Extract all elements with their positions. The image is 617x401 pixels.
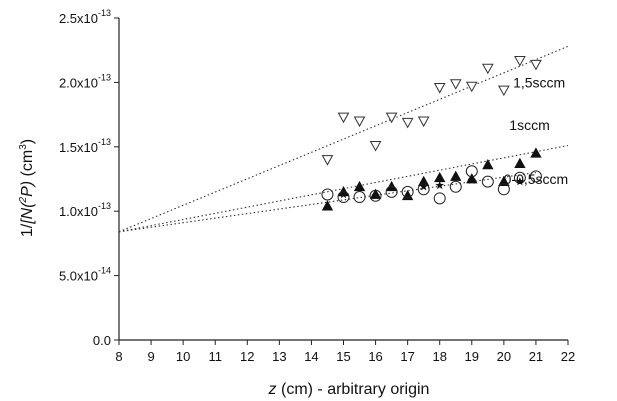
fit-lines (118, 45, 569, 233)
x-tick-label: 20 (497, 349, 511, 364)
data-point (497, 183, 510, 196)
data-point-star (467, 175, 477, 184)
data-point (401, 185, 414, 198)
x-tick-label: 21 (529, 349, 543, 364)
x-tick-label: 11 (208, 349, 222, 364)
y-tick-label: 2.5x10-13 (59, 8, 111, 26)
data-point (321, 155, 334, 166)
x-tick-label: 13 (272, 349, 286, 364)
x-tick-label: 16 (368, 349, 382, 364)
x-tick-label: 18 (432, 349, 446, 364)
data-point (514, 56, 526, 67)
data-point (434, 171, 446, 183)
data-point (353, 191, 366, 204)
data-point (529, 170, 542, 183)
data-point (530, 147, 542, 158)
plot-frame (118, 18, 568, 341)
data-point (498, 85, 510, 97)
data-point-star (435, 180, 444, 190)
data-point (482, 159, 494, 170)
x-tick-label: 10 (176, 349, 190, 364)
x-tick-label: 17 (400, 349, 414, 364)
data-point (481, 175, 494, 188)
fit-line (118, 45, 569, 233)
y-axis-ticks: 0.0 5.0x10-14 1.0x10-13 1.5x10-13 2.0x10-13 2… (59, 8, 119, 348)
data-point (337, 112, 350, 124)
data-point (465, 81, 478, 93)
x-tick-label: 8 (115, 349, 122, 364)
series-label: 1,5sccm (513, 75, 565, 91)
data-point (369, 189, 382, 202)
data-point (514, 157, 526, 168)
data-markers (321, 56, 542, 211)
data-point (498, 175, 510, 186)
data-point (401, 117, 414, 129)
data-point-star (515, 177, 525, 186)
data-point (449, 79, 462, 90)
x-axis-title: z (cm) - arbitrary origin (268, 381, 430, 398)
x-tick-label: 12 (240, 349, 254, 364)
series-label: 1sccm (509, 117, 549, 133)
data-point-star (371, 191, 380, 200)
data-point (353, 180, 366, 192)
data-point (321, 188, 334, 201)
y-tick-label: 0.0 (93, 333, 111, 348)
data-point (433, 83, 446, 94)
data-point (385, 185, 398, 198)
data-point (450, 170, 462, 181)
data-point (385, 112, 398, 124)
y-tick-label: 1.0x10-13 (59, 201, 111, 219)
x-tick-label: 22 (561, 349, 575, 364)
series-label: 0-0,5sccm (504, 171, 569, 187)
data-point-star (419, 182, 428, 191)
data-point (417, 116, 430, 128)
y-tick-label: 1.5x10-13 (59, 137, 111, 155)
data-point (449, 180, 462, 193)
data-point (481, 63, 494, 75)
y-tick-label: 5.0x10-14 (59, 266, 111, 284)
x-tick-label: 19 (465, 349, 479, 364)
data-point-star (339, 190, 348, 199)
x-tick-label: 14 (304, 349, 318, 364)
x-axis-ticks: 8 9 10 11 12 13 14 15 16 17 18 19 20 21 22 (115, 340, 575, 364)
x-tick-label: 15 (336, 349, 350, 364)
series-labels: 1,5sccm 1sccm 0-0,5sccm (504, 75, 569, 188)
data-point (401, 189, 414, 201)
y-tick-label: 2.0x10-13 (59, 72, 111, 90)
data-point (353, 116, 366, 128)
data-point (321, 200, 334, 211)
y-axis-title: 1/[N(2P) (cm3) (18, 139, 36, 237)
data-point (530, 59, 542, 71)
data-point (433, 192, 446, 205)
x-tick-label: 9 (147, 349, 154, 364)
data-point (369, 141, 382, 152)
